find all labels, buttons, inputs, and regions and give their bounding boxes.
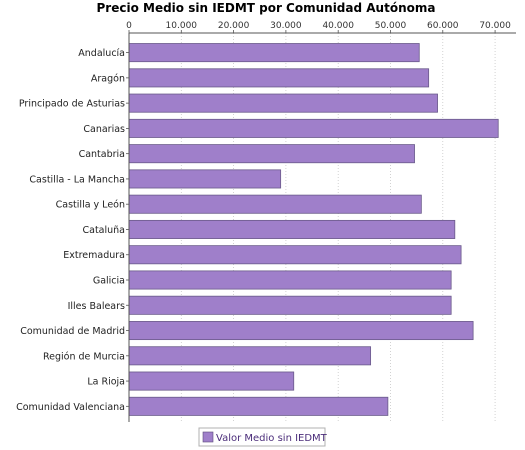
bars	[128, 43, 499, 416]
bar	[128, 270, 452, 290]
category-label: Principado de Asturias	[19, 99, 125, 110]
category-label: Andalucía	[78, 48, 125, 59]
category-label: Región de Murcia	[43, 351, 125, 362]
category-label: Castilla y León	[56, 200, 125, 211]
x-tick-label: 20.000	[218, 21, 250, 31]
bar	[128, 295, 452, 315]
category-label: Comunidad Valenciana	[16, 402, 125, 413]
x-tick-label: 0	[126, 21, 132, 31]
bar	[128, 371, 295, 391]
category-label: Aragón	[91, 73, 125, 84]
x-tick-label: 30.000	[270, 21, 302, 31]
x-tick-label: 60.000	[427, 21, 459, 31]
legend-box	[198, 427, 326, 447]
x-axis-ticks: 0 10.000 20.000 30.000 40.000 50.000 60.000 70.…	[126, 21, 511, 33]
bar	[128, 219, 456, 239]
x-tick-label: 40.000	[322, 21, 354, 31]
bar	[128, 169, 282, 189]
category-label: Illes Balears	[68, 301, 125, 312]
bar	[128, 245, 462, 265]
bar	[128, 43, 420, 63]
bar	[128, 321, 474, 341]
category-label: Cataluña	[82, 225, 125, 236]
x-tick-label: 10.000	[166, 21, 198, 31]
axes	[128, 32, 516, 422]
bar	[128, 144, 415, 164]
bar	[128, 93, 438, 113]
x-tick-label: 70.000	[479, 21, 511, 31]
category-label: Galicia	[93, 276, 125, 287]
x-tick-label: 50.000	[375, 21, 407, 31]
category-label: Comunidad de Madrid	[20, 326, 125, 337]
category-label: Castilla - La Mancha	[29, 174, 125, 185]
category-label: Extremadura	[63, 250, 125, 261]
category-label: Cantabria	[79, 149, 125, 160]
legend-label: Valor Medio sin IEDMT	[216, 433, 328, 444]
bar	[128, 194, 422, 214]
legend-swatch	[202, 431, 214, 443]
bar	[128, 68, 430, 88]
category-labels: Andalucía Aragón Principado de Asturias Can…	[16, 48, 129, 413]
bar	[128, 118, 499, 138]
bar	[128, 396, 389, 416]
category-label: La Rioja	[87, 377, 125, 388]
chart-title: Precio Medio sin IEDMT por Comunidad Aut…	[97, 1, 436, 15]
bar	[128, 346, 372, 366]
legend[interactable]: Valor Medio sin IEDMT	[198, 427, 328, 447]
category-label: Canarias	[83, 124, 125, 135]
